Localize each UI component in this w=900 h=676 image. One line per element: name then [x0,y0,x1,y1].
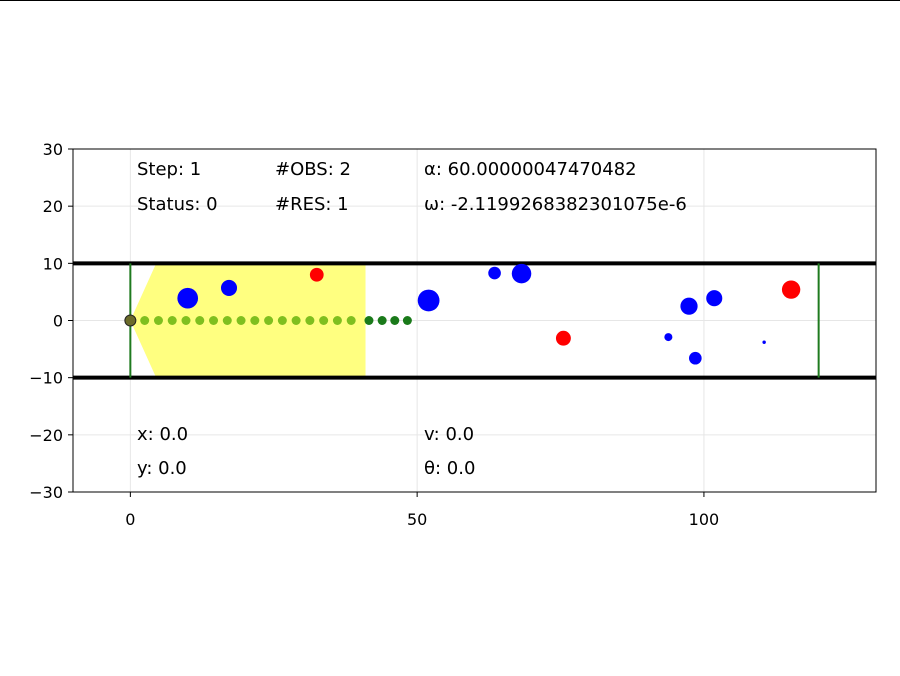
path-point [291,316,301,325]
info-obs: #OBS: 2 [275,159,351,180]
path-point [346,316,356,325]
y-tick-label: 30 [43,140,63,159]
info-theta: θ: 0.0 [424,458,475,479]
y-tick-label: 20 [43,197,63,216]
target-circle [555,330,571,346]
obstacle-circle [664,333,673,342]
path-point [181,316,191,325]
x-tick-label: 100 [689,510,720,529]
y-tick-label: −30 [29,483,63,502]
obstacle-circle [488,266,501,280]
path-point [319,316,329,325]
path-point [377,316,387,325]
obstacle-circle [417,289,440,312]
path-point [277,316,287,325]
path-point [364,316,374,325]
marks-layer [124,263,801,365]
obstacle-circle [689,351,702,365]
top-border [0,0,900,1]
path-point [305,316,315,325]
info-omega: ω: -2.1199268382301075e-6 [424,194,687,215]
y-tick-label: 0 [53,312,63,331]
obstacle-circle [220,279,238,296]
y-tick-label: −10 [29,369,63,388]
path-point [390,316,400,325]
path-point [332,316,342,325]
path-point [140,316,150,325]
path-point [153,316,163,325]
sensor-region [130,263,366,378]
path-point [195,316,205,325]
path-point [167,316,177,325]
obstacle-circle [177,287,199,309]
obstacle-circle [511,263,532,284]
path-point [222,316,232,325]
target-circle [309,267,324,282]
obstacle-circle [762,340,766,344]
info-status: Status: 0 [137,194,218,215]
obstacle-circle [706,290,723,307]
y-tick-label: −20 [29,426,63,445]
path-point [209,316,219,325]
path-point [402,316,412,325]
path-point [264,316,274,325]
info-v: v: 0.0 [424,424,474,445]
target-circle [781,280,801,299]
info-y: y: 0.0 [137,458,187,479]
y-tick-label: 10 [43,254,63,273]
vehicle-marker [124,314,137,327]
path-point [236,316,246,325]
info-alpha: α: 60.00000047470482 [424,159,637,180]
info-res: #RES: 1 [275,194,349,215]
info-step: Step: 1 [137,159,201,180]
info-x: x: 0.0 [137,424,188,445]
path-point [250,316,260,325]
x-tick-label: 50 [407,510,427,529]
x-tick-label: 0 [125,510,135,529]
obstacle-circle [680,297,698,315]
